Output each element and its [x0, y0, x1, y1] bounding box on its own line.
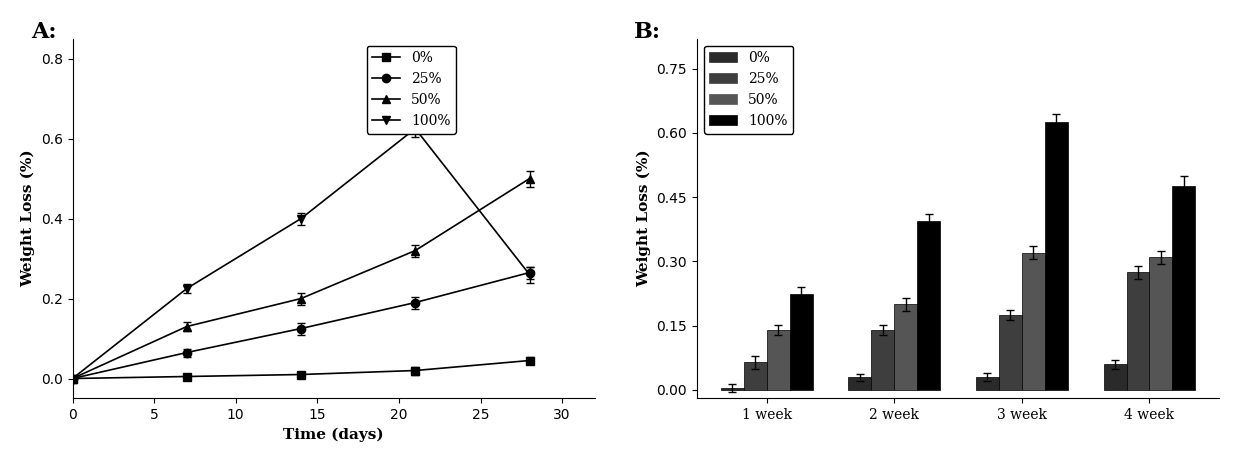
- X-axis label: Time (days): Time (days): [283, 428, 384, 442]
- Bar: [790, 294, 812, 390]
- Y-axis label: Weight Loss (%): Weight Loss (%): [21, 150, 35, 288]
- Bar: [1149, 257, 1173, 390]
- Bar: [848, 377, 872, 390]
- Y-axis label: Weight Loss (%): Weight Loss (%): [636, 150, 651, 288]
- Bar: [872, 330, 894, 390]
- Text: B:: B:: [634, 21, 661, 43]
- Bar: [918, 221, 940, 390]
- Bar: [1022, 253, 1045, 390]
- Bar: [1045, 122, 1068, 390]
- Bar: [976, 377, 999, 390]
- Bar: [744, 362, 766, 390]
- Bar: [894, 304, 918, 390]
- Text: A:: A:: [31, 21, 56, 43]
- Bar: [1104, 364, 1126, 390]
- Legend: 0%, 25%, 50%, 100%: 0%, 25%, 50%, 100%: [704, 45, 794, 133]
- Bar: [999, 315, 1022, 390]
- Legend: 0%, 25%, 50%, 100%: 0%, 25%, 50%, 100%: [367, 45, 456, 133]
- Bar: [1173, 187, 1195, 390]
- Bar: [766, 330, 790, 390]
- Bar: [1126, 272, 1149, 390]
- Bar: [720, 388, 744, 390]
